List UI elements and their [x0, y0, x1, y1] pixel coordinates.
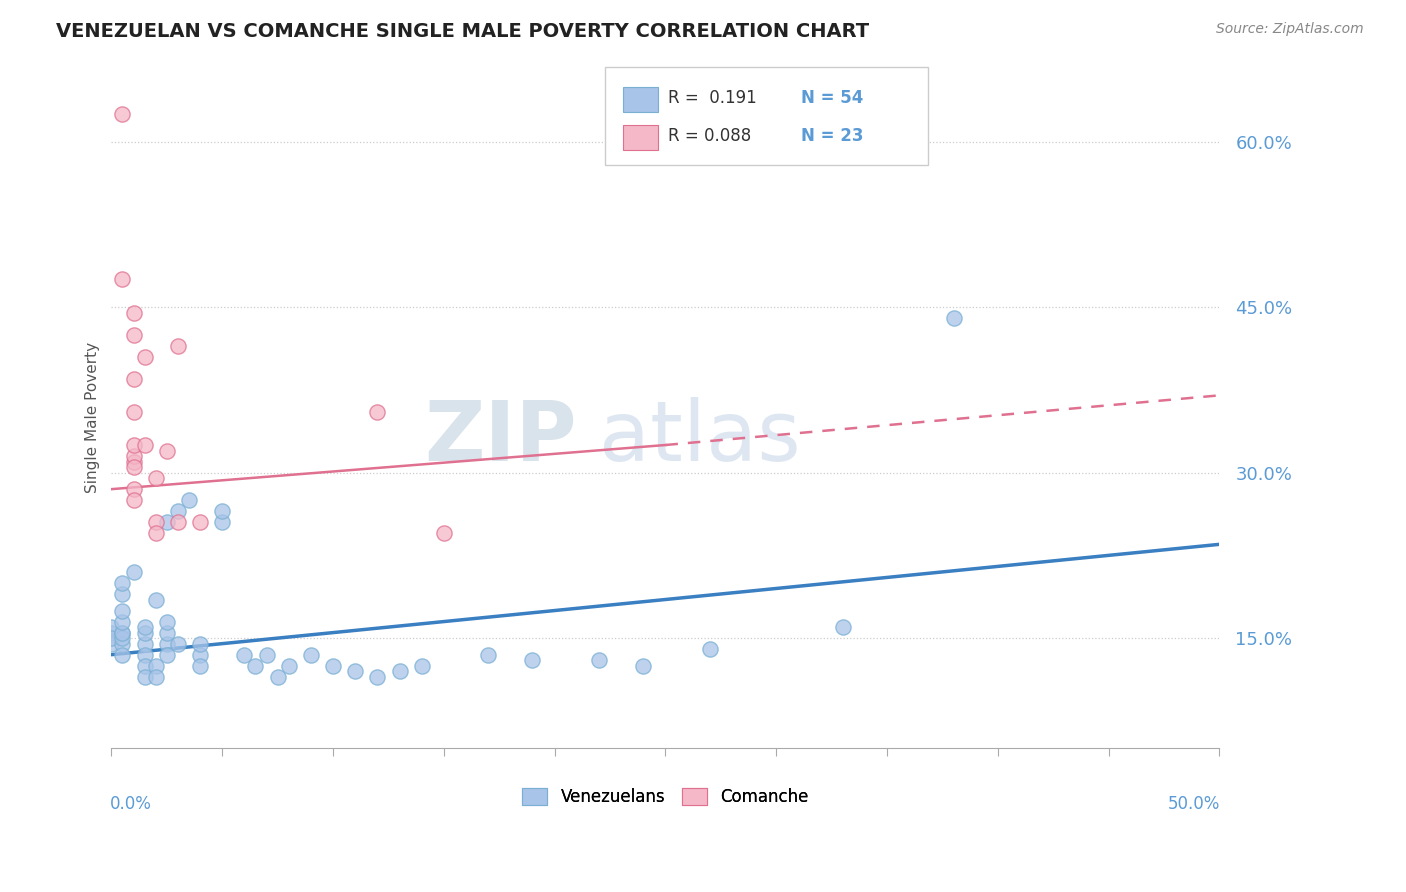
Point	[188, 515, 211, 529]
Point	[156, 443, 179, 458]
Point	[167, 504, 190, 518]
Point	[122, 327, 145, 342]
Point	[256, 648, 278, 662]
Point	[156, 625, 179, 640]
Point	[633, 658, 655, 673]
Point	[100, 625, 122, 640]
Point	[188, 637, 211, 651]
Text: N = 23: N = 23	[801, 128, 863, 145]
Point	[145, 526, 167, 541]
Point	[433, 526, 456, 541]
Point	[100, 620, 122, 634]
Text: atlas: atlas	[599, 397, 800, 478]
Point	[145, 471, 167, 485]
Point	[100, 631, 122, 645]
Point	[167, 515, 190, 529]
Legend: Venezuelans, Comanche: Venezuelans, Comanche	[522, 789, 808, 806]
Point	[122, 482, 145, 496]
Text: R = 0.088: R = 0.088	[668, 128, 751, 145]
Point	[167, 637, 190, 651]
Point	[111, 576, 134, 591]
Text: VENEZUELAN VS COMANCHE SINGLE MALE POVERTY CORRELATION CHART: VENEZUELAN VS COMANCHE SINGLE MALE POVER…	[56, 22, 869, 41]
Point	[344, 665, 367, 679]
Point	[477, 648, 499, 662]
Point	[122, 460, 145, 475]
Point	[111, 615, 134, 629]
Point	[122, 449, 145, 463]
Point	[111, 107, 134, 121]
Point	[156, 515, 179, 529]
Point	[134, 620, 156, 634]
Point	[156, 637, 179, 651]
Point	[111, 625, 134, 640]
Text: ZIP: ZIP	[425, 397, 576, 478]
Point	[111, 631, 134, 645]
Point	[588, 653, 610, 667]
Point	[322, 658, 344, 673]
Point	[134, 625, 156, 640]
Point	[111, 603, 134, 617]
Point	[111, 587, 134, 601]
Point	[134, 637, 156, 651]
Point	[145, 658, 167, 673]
Point	[122, 438, 145, 452]
Text: R =  0.191: R = 0.191	[668, 89, 756, 107]
Point	[111, 637, 134, 651]
Point	[156, 615, 179, 629]
Point	[831, 620, 853, 634]
Point	[122, 454, 145, 468]
Y-axis label: Single Male Poverty: Single Male Poverty	[86, 342, 100, 493]
Point	[177, 493, 200, 508]
Point	[211, 515, 233, 529]
Point	[366, 405, 388, 419]
Point	[277, 658, 299, 673]
Text: N = 54: N = 54	[801, 89, 863, 107]
Point	[145, 515, 167, 529]
Point	[122, 372, 145, 386]
Point	[134, 438, 156, 452]
Point	[122, 565, 145, 579]
Point	[134, 350, 156, 364]
Point	[167, 339, 190, 353]
Point	[266, 670, 288, 684]
Point	[134, 670, 156, 684]
Point	[134, 648, 156, 662]
Text: 0.0%: 0.0%	[110, 795, 152, 813]
Point	[522, 653, 544, 667]
Point	[299, 648, 322, 662]
Point	[111, 648, 134, 662]
Point	[942, 311, 965, 326]
Point	[188, 658, 211, 673]
Point	[111, 272, 134, 286]
Point	[411, 658, 433, 673]
Point	[211, 504, 233, 518]
Point	[388, 665, 411, 679]
Text: 50.0%: 50.0%	[1168, 795, 1220, 813]
Point	[245, 658, 267, 673]
Point	[122, 493, 145, 508]
Text: Source: ZipAtlas.com: Source: ZipAtlas.com	[1216, 22, 1364, 37]
Point	[233, 648, 256, 662]
Point	[122, 305, 145, 319]
Point	[145, 592, 167, 607]
Point	[699, 642, 721, 657]
Point	[366, 670, 388, 684]
Point	[145, 670, 167, 684]
Point	[134, 658, 156, 673]
Point	[156, 648, 179, 662]
Point	[111, 625, 134, 640]
Point	[100, 637, 122, 651]
Point	[188, 648, 211, 662]
Point	[122, 405, 145, 419]
